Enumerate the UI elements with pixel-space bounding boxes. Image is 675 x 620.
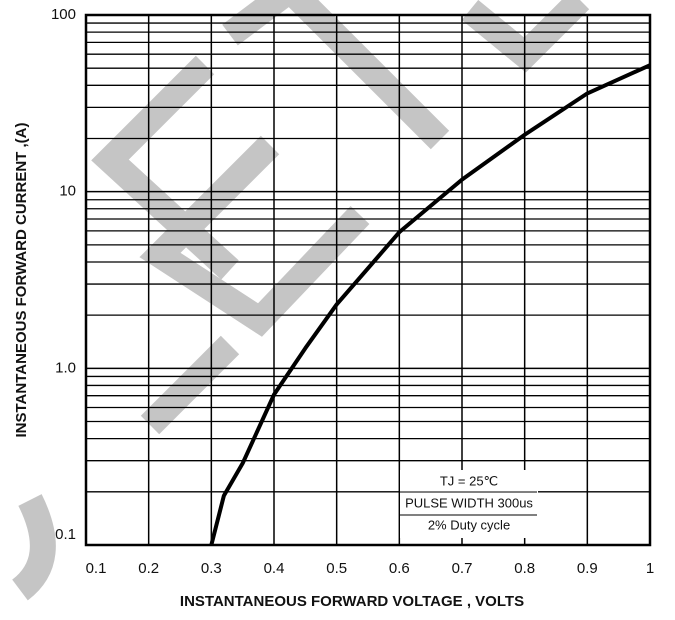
y-tick-label: 1.0 bbox=[55, 359, 76, 376]
x-tick-label: 0.6 bbox=[389, 560, 410, 577]
x-tick-label: 0.8 bbox=[514, 560, 535, 577]
x-tick-label: 0.9 bbox=[577, 560, 598, 577]
x-tick-label: 0.1 bbox=[86, 560, 107, 577]
y-axis-label: INSTANTANEOUS FORWARD CURRENT ,(A) bbox=[13, 123, 30, 438]
watermark-stroke bbox=[11, 494, 56, 601]
annotation: PULSE WIDTH 300us bbox=[405, 495, 533, 510]
y-tick-label: 100 bbox=[51, 6, 76, 23]
annotation: 2% Duty cycle bbox=[428, 517, 510, 532]
curve bbox=[209, 63, 651, 546]
x-tick-label: 0.2 bbox=[138, 560, 159, 577]
y-tick-label: 0.1 bbox=[55, 526, 76, 543]
plot-frame bbox=[84, 13, 652, 547]
x-tick-label: 0.7 bbox=[452, 560, 473, 577]
y-tick-label: 10 bbox=[59, 183, 76, 200]
annotation: TJ = 25℃ bbox=[440, 473, 498, 488]
annotation-box bbox=[400, 470, 538, 538]
x-tick-label: 0.3 bbox=[201, 560, 222, 577]
x-tick-label: 0.4 bbox=[264, 560, 285, 577]
x-tick-label: 1 bbox=[646, 560, 654, 577]
watermark-stroke bbox=[139, 135, 370, 337]
x-tick-label: 0.5 bbox=[326, 560, 347, 577]
watermark-stroke bbox=[222, 0, 450, 150]
x-axis-label: INSTANTANEOUS FORWARD VOLTAGE , VOLTS bbox=[180, 593, 524, 610]
